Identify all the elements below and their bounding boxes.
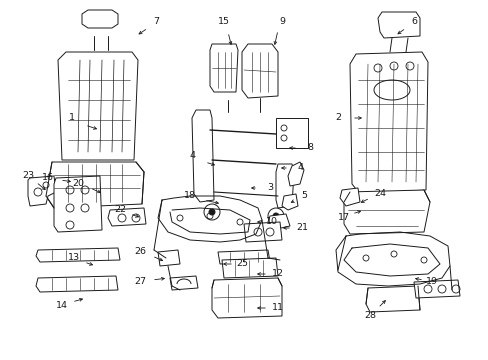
- Polygon shape: [212, 278, 282, 318]
- Circle shape: [208, 209, 215, 215]
- Polygon shape: [192, 110, 214, 202]
- Polygon shape: [222, 258, 278, 278]
- Polygon shape: [343, 190, 429, 234]
- Text: 22: 22: [114, 206, 126, 215]
- Text: 10: 10: [265, 217, 278, 226]
- Text: 7: 7: [153, 18, 159, 27]
- Text: 26: 26: [134, 248, 146, 256]
- Polygon shape: [282, 194, 297, 210]
- Text: 4: 4: [296, 163, 303, 172]
- Text: 16: 16: [42, 174, 54, 183]
- Text: 14: 14: [56, 302, 68, 310]
- Polygon shape: [242, 44, 278, 98]
- Polygon shape: [82, 10, 118, 28]
- Text: 6: 6: [410, 18, 416, 27]
- Polygon shape: [287, 162, 304, 186]
- Polygon shape: [46, 162, 143, 208]
- Polygon shape: [365, 286, 419, 312]
- Text: 17: 17: [337, 213, 349, 222]
- Polygon shape: [218, 250, 269, 264]
- Text: 25: 25: [236, 260, 247, 269]
- Polygon shape: [377, 12, 419, 38]
- Text: 18: 18: [183, 192, 196, 201]
- Polygon shape: [275, 164, 293, 208]
- Text: 12: 12: [271, 270, 284, 279]
- Text: 13: 13: [68, 253, 80, 262]
- Text: 19: 19: [425, 278, 437, 287]
- Polygon shape: [349, 52, 427, 194]
- Polygon shape: [108, 208, 146, 226]
- Text: 21: 21: [295, 224, 307, 233]
- Polygon shape: [267, 214, 289, 230]
- Polygon shape: [170, 276, 198, 290]
- Text: 1: 1: [69, 113, 75, 122]
- Polygon shape: [209, 44, 238, 92]
- Circle shape: [272, 213, 279, 219]
- Polygon shape: [36, 276, 118, 292]
- Text: 4: 4: [189, 152, 195, 161]
- Text: 24: 24: [373, 189, 385, 198]
- Polygon shape: [339, 188, 359, 206]
- Polygon shape: [158, 250, 180, 266]
- Polygon shape: [275, 118, 307, 148]
- Text: 2: 2: [334, 113, 340, 122]
- Text: 5: 5: [301, 192, 306, 201]
- Polygon shape: [58, 52, 138, 160]
- Text: 3: 3: [266, 184, 272, 193]
- Polygon shape: [36, 248, 120, 262]
- Text: 11: 11: [271, 303, 284, 312]
- Text: 28: 28: [363, 311, 375, 320]
- Polygon shape: [244, 222, 282, 242]
- Text: 20: 20: [72, 180, 84, 189]
- Text: 8: 8: [306, 144, 312, 153]
- Text: 27: 27: [134, 278, 146, 287]
- Polygon shape: [413, 280, 459, 298]
- Polygon shape: [28, 176, 56, 206]
- Text: 9: 9: [279, 18, 285, 27]
- Polygon shape: [54, 176, 102, 232]
- Text: 23: 23: [22, 171, 34, 180]
- Text: 15: 15: [218, 18, 229, 27]
